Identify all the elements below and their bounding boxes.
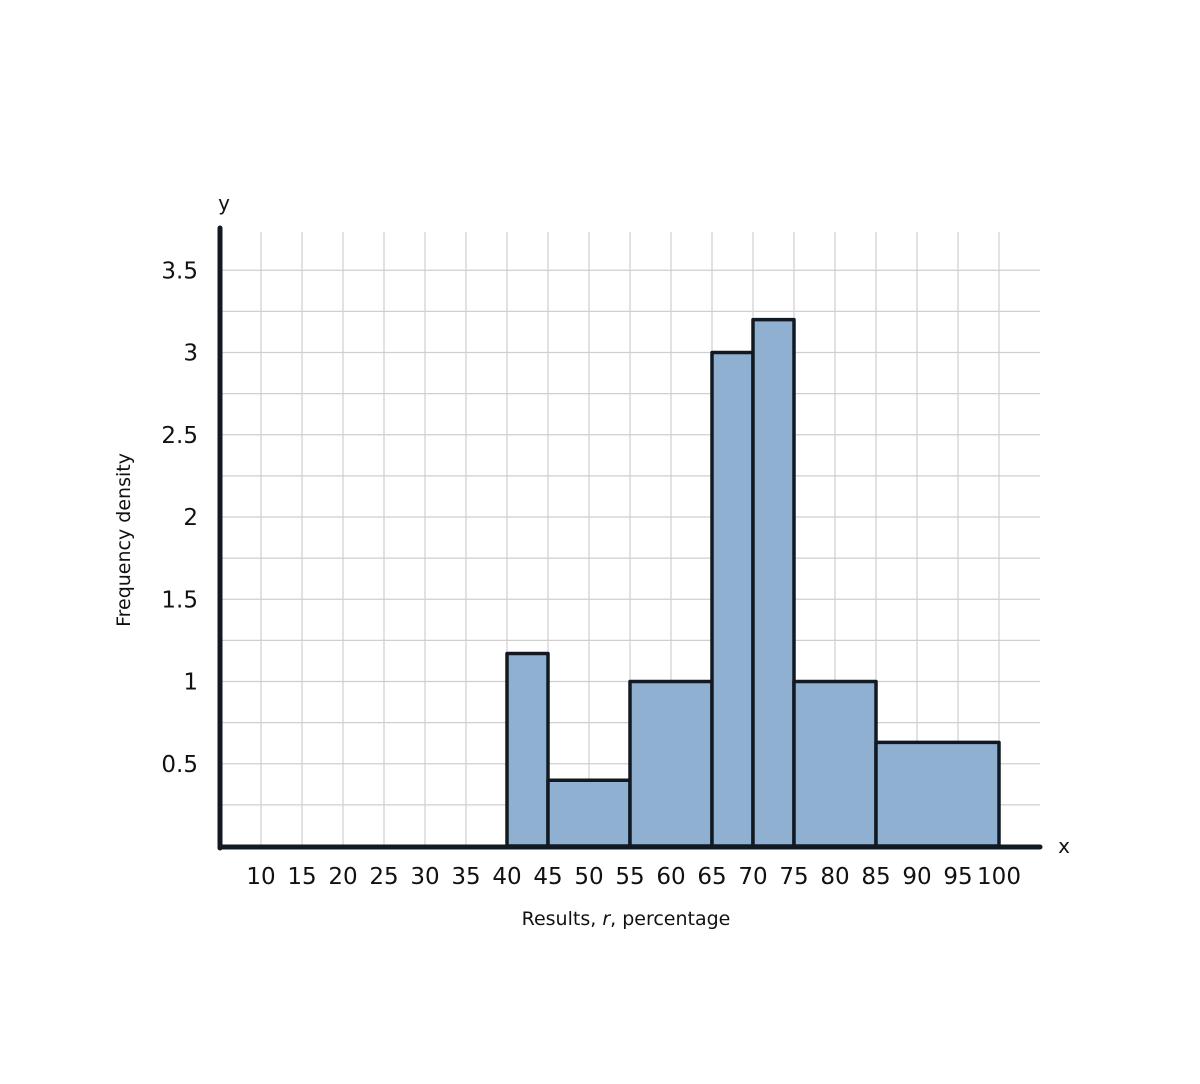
x-tick-label: 50: [574, 864, 603, 890]
x-axis-letter: x: [1058, 834, 1070, 858]
x-tick-label: 15: [287, 864, 316, 890]
x-tick-label: 75: [779, 864, 808, 890]
x-axis-title-suffix: , percentage: [610, 908, 730, 930]
histogram-bar: [546, 778, 632, 848]
y-tick-label: 3: [183, 341, 198, 367]
y-tick-label: 3.5: [161, 258, 198, 284]
y-tick-label: 2: [183, 505, 198, 531]
x-tick-label: 20: [328, 864, 357, 890]
histogram-bar: [792, 679, 878, 848]
x-tick-label: 60: [656, 864, 685, 890]
x-tick-label: 95: [943, 864, 972, 890]
y-axis-title: Frequency density: [113, 453, 135, 627]
x-tick-label: 85: [861, 864, 890, 890]
x-axis-title-prefix: Results,: [522, 908, 603, 930]
y-axis-letter: y: [218, 191, 230, 215]
x-tick-label: 90: [902, 864, 931, 890]
x-tick-label: 40: [492, 864, 521, 890]
x-tick-label: 45: [533, 864, 562, 890]
histogram-bar: [710, 350, 755, 848]
y-tick-label: 2.5: [161, 423, 198, 449]
x-tick-label: 100: [977, 864, 1021, 890]
histogram-bar: [751, 317, 796, 848]
x-tick-label: 55: [615, 864, 644, 890]
tick-labels: 10 15 20 25 30 35 40 45 50 55 60 65 70 75 80 85 90 95 100 0…: [161, 258, 1021, 890]
x-tick-label: 65: [697, 864, 726, 890]
histogram-bar: [628, 679, 714, 848]
histogram-bar: [874, 740, 1001, 848]
x-tick-label: 80: [820, 864, 849, 890]
x-tick-label: 25: [369, 864, 398, 890]
x-tick-label: 30: [410, 864, 439, 890]
axes: [217, 225, 1043, 851]
y-tick-label: 1: [183, 670, 198, 696]
histogram-bar: [505, 651, 550, 848]
x-tick-label: 70: [738, 864, 767, 890]
x-tick-label: 10: [246, 864, 275, 890]
x-axis-title-variable: r: [602, 908, 611, 930]
y-tick-label: 1.5: [161, 587, 198, 613]
x-tick-label: 35: [451, 864, 480, 890]
histogram-bars: [505, 317, 1001, 848]
x-axis-title: Results, r, percentage: [522, 908, 731, 930]
y-tick-label: 0.5: [161, 752, 198, 778]
